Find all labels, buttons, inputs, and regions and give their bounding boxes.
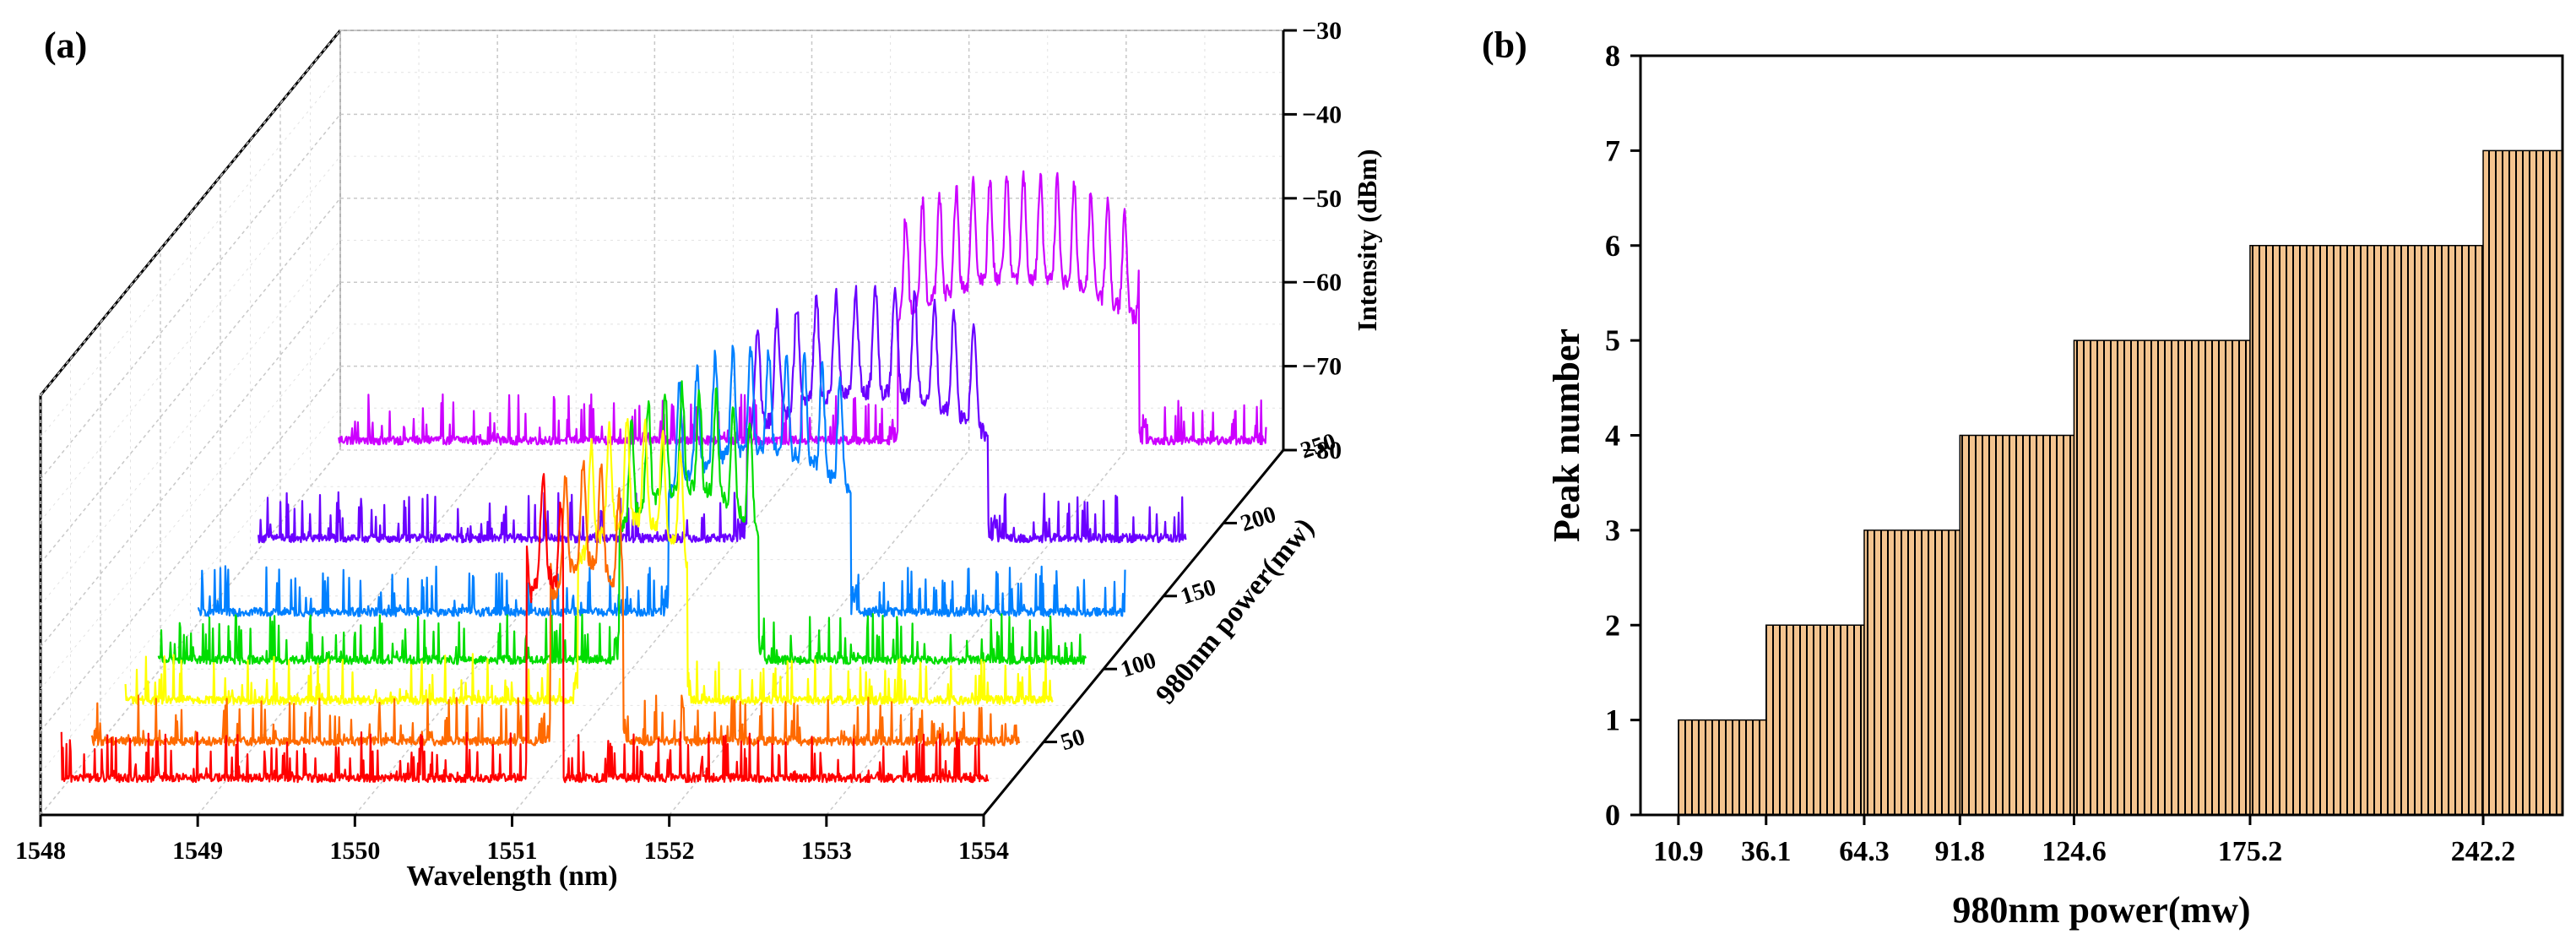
x-tick-label: 175.2	[2218, 836, 2283, 867]
x-tick-label: 1551	[487, 837, 538, 865]
z-axis-title: Intensity (dBm)	[1352, 149, 1382, 331]
y-tick-label: 8	[1605, 39, 1620, 73]
spectrum-series-line	[60, 473, 990, 784]
x-tick-label: 10.9	[1653, 836, 1704, 867]
floor-gridline	[669, 449, 970, 816]
z-tick-label: −40	[1302, 100, 1342, 128]
y-tick-label: 0	[1605, 798, 1620, 832]
y-tick-label: 3	[1605, 513, 1620, 547]
spectrum-series-line	[258, 285, 1187, 544]
x-tick-label: 1550	[329, 837, 380, 865]
bar	[1765, 624, 1865, 816]
x-tick-label: 1554	[958, 837, 1009, 865]
bar	[2249, 245, 2484, 816]
spectrum-series-line	[157, 380, 1087, 665]
left-wall-diagonal-gridline	[40, 198, 341, 564]
spectrum-series-line	[338, 170, 1267, 446]
panel-b: (b) 0 1 2 3 4 5 6 7 8 10.9 36.1 64.3 91.8 124.6 175.2 2…	[1393, 0, 2576, 934]
x-tick-label: 124.6	[2042, 836, 2107, 867]
floor-gridline	[511, 449, 813, 816]
spectrum-series-line	[124, 418, 1054, 706]
panel-b-label: (b)	[1482, 24, 1527, 66]
floor-gridline	[40, 449, 341, 816]
y-axis-line	[982, 449, 1285, 816]
panel-a-3d-spectra-chart: 1548 1549 1550 1551 1552 1553 1554 Wavelength (…	[15, 17, 1382, 892]
z-tick-label: −60	[1302, 269, 1342, 296]
left-wall-diagonal-gridline	[40, 240, 341, 605]
x-tick-label: 1548	[15, 837, 66, 865]
left-wall-diagonal-gridline	[40, 407, 341, 774]
bar	[1863, 529, 1961, 816]
x-tick-label: 1552	[644, 837, 695, 865]
spectra-series	[60, 170, 1267, 784]
spectrum-series-line	[197, 345, 1126, 617]
bar	[1959, 434, 2075, 816]
x-tick-label: 242.2	[2451, 836, 2516, 867]
z-tick-label: −50	[1302, 185, 1342, 213]
z-tick-label: −80	[1302, 437, 1342, 464]
y-tick-label: 50	[1058, 724, 1088, 756]
left-wall-diagonal-gridline	[40, 30, 341, 396]
z-tick-label: −70	[1302, 353, 1342, 381]
y-tick-label: 200	[1238, 502, 1280, 537]
left-wall-diagonal-gridline	[40, 323, 341, 690]
y-axis-title: Peak number	[1546, 329, 1587, 542]
y-tick-label: 2	[1605, 608, 1620, 642]
z-tick-label: −30	[1302, 17, 1342, 45]
panel-b-bar-chart: 0 1 2 3 4 5 6 7 8 10.9 36.1 64.3 91.8 124.6 175.2 242.2…	[1546, 39, 2564, 931]
bar	[2482, 149, 2563, 816]
left-wall-diagonal-gridline	[40, 281, 341, 648]
panel-a-label: (a)	[44, 24, 88, 66]
y-tick-label: 7	[1605, 133, 1620, 167]
y-tick-label: 100	[1118, 647, 1160, 682]
bar	[1678, 719, 1767, 816]
left-wall-diagonal-gridline	[40, 155, 341, 522]
axes: 1548 1549 1550 1551 1552 1553 1554 Wavelength (…	[15, 17, 1382, 892]
left-wall-diagonal-gridline	[40, 113, 341, 480]
x-tick-label: 1553	[801, 837, 852, 865]
bars	[1678, 149, 2563, 816]
x-tick-label: 1549	[172, 837, 223, 865]
x-tick-label: 36.1	[1741, 836, 1792, 867]
y-tick-label: 150	[1178, 574, 1220, 610]
x-axis-title: 980nm power(mw)	[1952, 889, 2250, 931]
axes: 0 1 2 3 4 5 6 7 8 10.9 36.1 64.3 91.8 124.6 175.2 242.2…	[1546, 39, 2564, 931]
y-tick-label: 6	[1605, 229, 1620, 263]
x-tick-label: 91.8	[1935, 836, 1986, 867]
panel-a: (a) 1548 1549 1550 1551 1552 1553 1554 Waveleng…	[15, 17, 1382, 892]
y-tick-label: 1	[1605, 703, 1620, 737]
bar	[2073, 339, 2251, 816]
left-wall-diagonal-gridline	[40, 72, 341, 438]
floor-gridline	[197, 449, 498, 816]
y-tick-label: 5	[1605, 323, 1620, 357]
left-wall-diagonal-gridline	[40, 366, 341, 732]
x-axis-title: Wavelength (nm)	[406, 861, 617, 892]
x-tick-label: 64.3	[1839, 836, 1890, 867]
y-tick-label: 4	[1605, 419, 1620, 453]
floor-gridline	[826, 449, 1127, 816]
spectrum-series-line	[90, 459, 1020, 747]
